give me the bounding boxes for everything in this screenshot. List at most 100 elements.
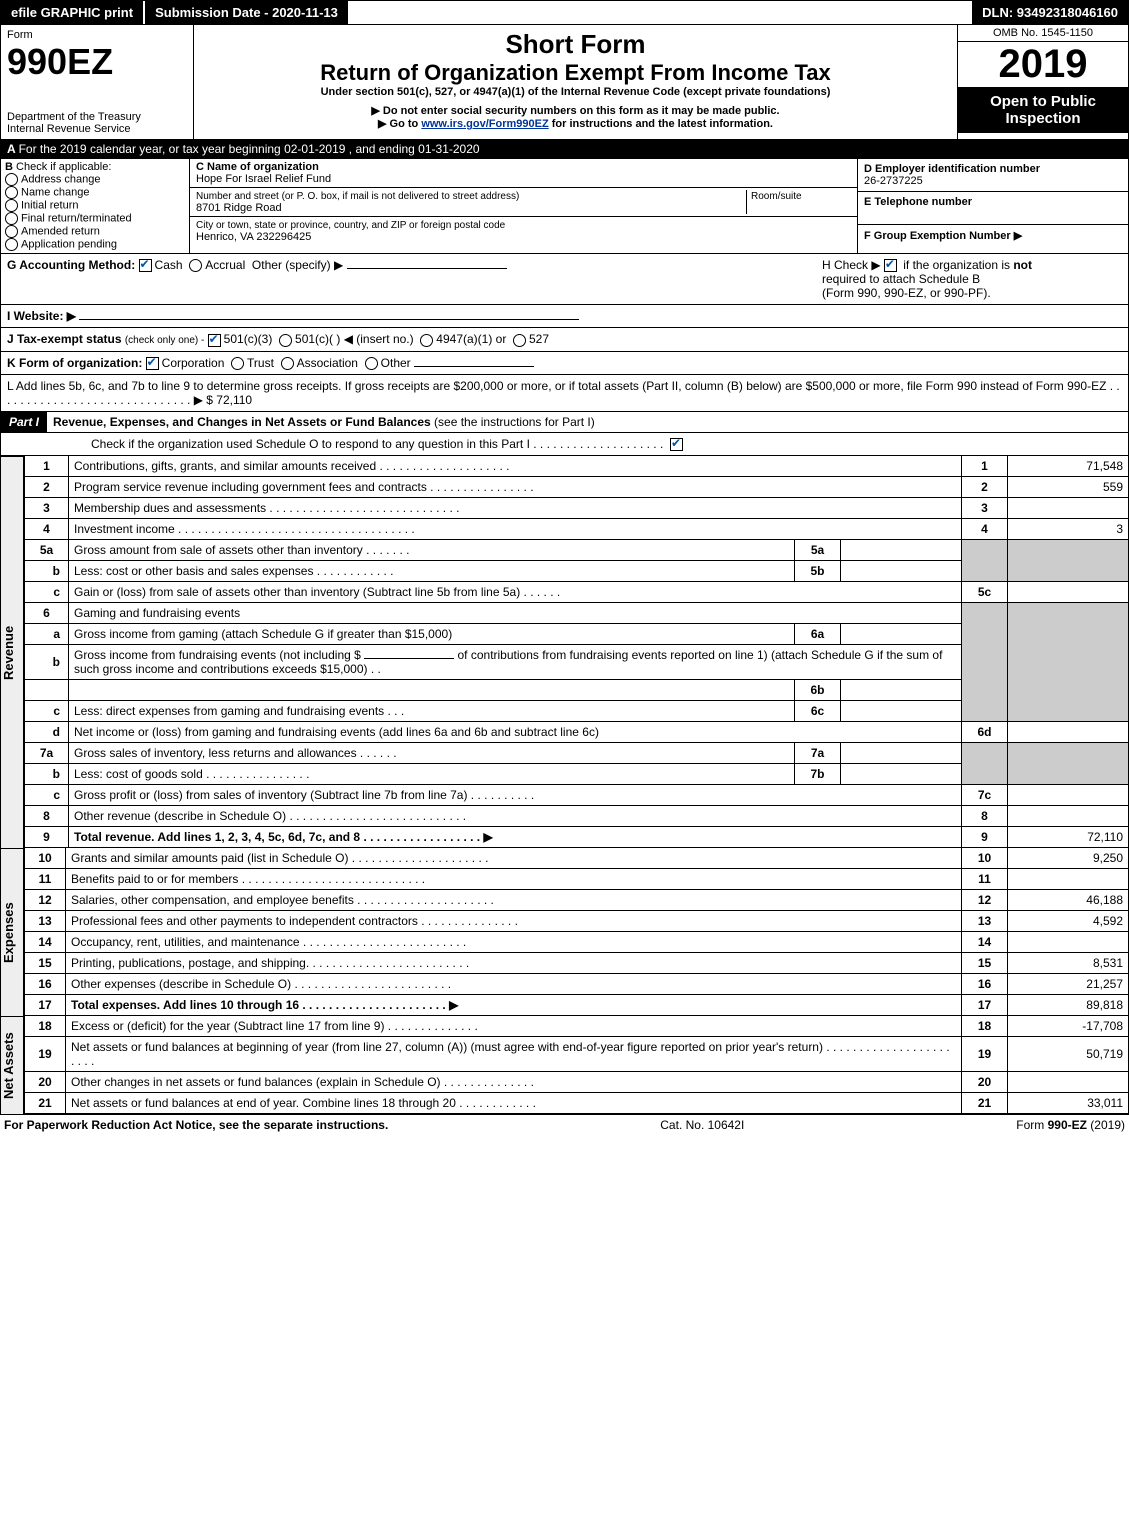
line-7c: cGross profit or (loss) from sales of in… <box>25 785 1129 806</box>
k-corp-checkbox[interactable] <box>146 357 159 370</box>
app-pending-radio[interactable] <box>5 238 18 251</box>
line-i: I Website: ▶ <box>0 305 1129 328</box>
j-opt3: 4947(a)(1) or <box>436 332 506 346</box>
irs-label: Internal Revenue Service <box>7 123 187 135</box>
h-text2: if the organization is <box>903 258 1013 272</box>
revenue-table: 1Contributions, gifts, grants, and simil… <box>24 456 1129 848</box>
line-6: 6Gaming and fundraising events <box>25 603 1129 624</box>
j-label: J Tax-exempt status <box>7 332 122 346</box>
irs-link[interactable]: www.irs.gov/Form990EZ <box>421 118 548 130</box>
k-trust-radio[interactable] <box>231 357 244 370</box>
initial-return-radio[interactable] <box>5 199 18 212</box>
g-other: Other (specify) ▶ <box>252 258 343 272</box>
g-section: G Accounting Method: Cash Accrual Other … <box>7 258 507 272</box>
b-opt-initial: Initial return <box>21 199 78 211</box>
footer-right: Form 990-EZ (2019) <box>1016 1118 1125 1132</box>
b-opt-pending: Application pending <box>21 238 117 250</box>
j-note: (check only one) - <box>125 335 204 346</box>
line-10: 10Grants and similar amounts paid (list … <box>25 848 1129 869</box>
line-13: 13Professional fees and other payments t… <box>25 911 1129 932</box>
dln-label: DLN: 93492318046160 <box>972 1 1128 24</box>
dept-treasury: Department of the Treasury <box>7 111 187 123</box>
line-11: 11Benefits paid to or for members . . . … <box>25 869 1129 890</box>
line-g-h: G Accounting Method: Cash Accrual Other … <box>0 254 1129 305</box>
b-opt-final: Final return/terminated <box>21 212 132 224</box>
line-20: 20Other changes in net assets or fund ba… <box>25 1072 1129 1093</box>
j-501c-radio[interactable] <box>279 334 292 347</box>
h-text3: required to attach Schedule B <box>822 272 980 286</box>
netassets-section: Net Assets 18Excess or (deficit) for the… <box>0 1016 1129 1114</box>
schedule-o-checkbox[interactable] <box>670 438 683 451</box>
l-text: L Add lines 5b, 6c, and 7b to line 9 to … <box>7 379 1120 407</box>
c-label: C Name of organization <box>196 161 319 173</box>
b-opt-address: Address change <box>21 173 101 185</box>
website-field[interactable] <box>79 319 579 320</box>
form-number: 990EZ <box>7 41 187 83</box>
amended-return-radio[interactable] <box>5 225 18 238</box>
h-checkbox[interactable] <box>884 259 897 272</box>
h-not: not <box>1013 258 1032 272</box>
address-change-radio[interactable] <box>5 173 18 186</box>
expenses-section: Expenses 10Grants and similar amounts pa… <box>0 848 1129 1016</box>
k-other-radio[interactable] <box>365 357 378 370</box>
b-label: Check if applicable: <box>16 161 111 173</box>
open-public: Open to Public Inspection <box>958 87 1128 133</box>
netassets-table: 18Excess or (deficit) for the year (Subt… <box>24 1016 1129 1114</box>
page-footer: For Paperwork Reduction Act Notice, see … <box>0 1114 1129 1135</box>
g-cash: Cash <box>155 258 183 272</box>
expenses-table: 10Grants and similar amounts paid (list … <box>24 848 1129 1016</box>
g-label: G Accounting Method: <box>7 258 135 272</box>
cash-checkbox[interactable] <box>139 259 152 272</box>
line-14: 14Occupancy, rent, utilities, and mainte… <box>25 932 1129 953</box>
c-column: C Name of organization Hope For Israel R… <box>190 159 857 253</box>
tax-year: 2019 <box>958 42 1128 87</box>
footer-mid: Cat. No. 10642I <box>660 1118 744 1132</box>
name-change-radio[interactable] <box>5 186 18 199</box>
k-other: Other <box>381 356 411 370</box>
accrual-radio[interactable] <box>189 259 202 272</box>
j-501c3-checkbox[interactable] <box>208 334 221 347</box>
line-j: J Tax-exempt status (check only one) - 5… <box>0 328 1129 351</box>
return-title: Return of Organization Exempt From Incom… <box>200 60 951 86</box>
line-l: L Add lines 5b, 6c, and 7b to line 9 to … <box>0 375 1129 412</box>
j-4947-radio[interactable] <box>420 334 433 347</box>
street-label: Number and street (or P. O. box, if mail… <box>196 191 519 202</box>
final-return-radio[interactable] <box>5 212 18 225</box>
street-value: 8701 Ridge Road <box>196 202 282 214</box>
line-21: 21Net assets or fund balances at end of … <box>25 1093 1129 1114</box>
form-word: Form <box>7 29 187 41</box>
line-18: 18Excess or (deficit) for the year (Subt… <box>25 1016 1129 1037</box>
line-19: 19Net assets or fund balances at beginni… <box>25 1037 1129 1072</box>
top-bar: efile GRAPHIC print Submission Date - 20… <box>0 0 1129 25</box>
line-4: 4Investment income . . . . . . . . . . .… <box>25 519 1129 540</box>
line-8: 8Other revenue (describe in Schedule O) … <box>25 806 1129 827</box>
line-3: 3Membership dues and assessments . . . .… <box>25 498 1129 519</box>
room-label: Room/suite <box>751 191 802 202</box>
j-527-radio[interactable] <box>513 334 526 347</box>
revenue-label: Revenue <box>0 456 24 848</box>
line-15: 15Printing, publications, postage, and s… <box>25 953 1129 974</box>
ein-value: 26-2737225 <box>864 175 923 187</box>
line-5c: cGain or (loss) from sale of assets othe… <box>25 582 1129 603</box>
b-opt-amended: Amended return <box>21 225 100 237</box>
goto-note: ▶ Go to www.irs.gov/Form990EZ for instru… <box>200 117 951 130</box>
j-opt2: 501(c)( ) ◀ (insert no.) <box>295 332 414 346</box>
line-17: 17Total expenses. Add lines 10 through 1… <box>25 995 1129 1016</box>
revenue-section: Revenue 1Contributions, gifts, grants, a… <box>0 456 1129 848</box>
k-assoc-radio[interactable] <box>281 357 294 370</box>
line-16: 16Other expenses (describe in Schedule O… <box>25 974 1129 995</box>
goto-prefix: ▶ Go to <box>378 118 421 130</box>
b-opt-name: Name change <box>21 186 90 198</box>
part-i-check-text: Check if the organization used Schedule … <box>91 437 663 451</box>
line-7a: 7aGross sales of inventory, less returns… <box>25 743 1129 764</box>
l6b-blank[interactable] <box>364 658 454 659</box>
j-opt4: 527 <box>529 332 549 346</box>
org-name: Hope For Israel Relief Fund <box>196 173 331 185</box>
omb-number: OMB No. 1545-1150 <box>958 25 1128 42</box>
line-k: K Form of organization: Corporation Trus… <box>0 352 1129 375</box>
line-2: 2Program service revenue including gover… <box>25 477 1129 498</box>
efile-label: efile GRAPHIC print <box>1 1 143 24</box>
h-section: H Check ▶ if the organization is not req… <box>822 258 1122 300</box>
d-label: D Employer identification number <box>864 163 1040 175</box>
j-opt1: 501(c)(3) <box>224 332 273 346</box>
